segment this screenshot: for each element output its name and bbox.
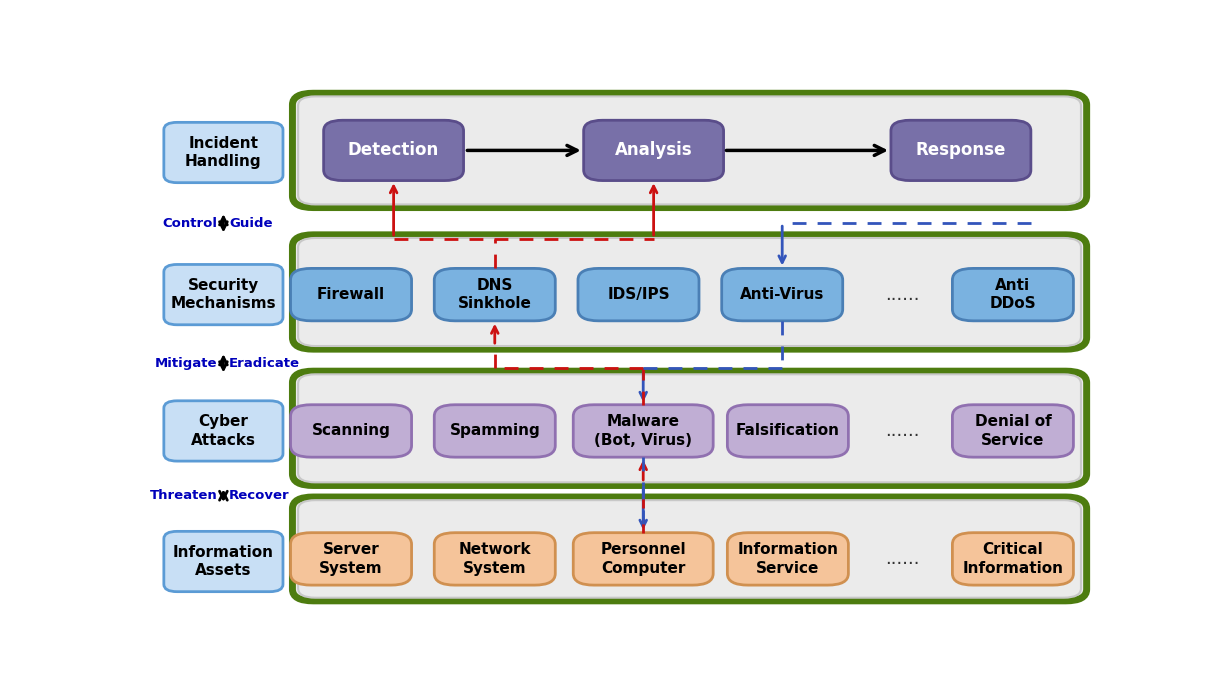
FancyBboxPatch shape (290, 268, 411, 321)
FancyBboxPatch shape (434, 268, 555, 321)
Text: Guide: Guide (229, 217, 272, 229)
FancyBboxPatch shape (583, 121, 723, 180)
Text: Scanning: Scanning (311, 424, 390, 439)
FancyBboxPatch shape (573, 405, 714, 457)
FancyBboxPatch shape (953, 405, 1074, 457)
FancyBboxPatch shape (163, 531, 283, 592)
FancyBboxPatch shape (573, 533, 714, 585)
Text: Firewall: Firewall (317, 287, 386, 302)
Text: Incident
Handling: Incident Handling (185, 136, 262, 170)
Text: Mitigate: Mitigate (155, 357, 217, 370)
FancyBboxPatch shape (727, 405, 848, 457)
Text: Information
Assets: Information Assets (173, 545, 274, 578)
Text: Anti
DDoS: Anti DDoS (989, 278, 1036, 311)
FancyBboxPatch shape (293, 235, 1087, 349)
FancyBboxPatch shape (293, 497, 1087, 601)
FancyBboxPatch shape (293, 371, 1087, 486)
Text: DNS
Sinkhole: DNS Sinkhole (458, 278, 532, 311)
FancyBboxPatch shape (290, 533, 411, 585)
Text: Network
System: Network System (459, 542, 531, 575)
Text: ......: ...... (884, 285, 920, 304)
FancyBboxPatch shape (290, 405, 411, 457)
Text: Analysis: Analysis (615, 142, 693, 159)
Text: Information
Service: Information Service (737, 542, 838, 575)
Text: Security
Mechanisms: Security Mechanisms (171, 278, 276, 311)
Text: Recover: Recover (229, 489, 289, 502)
Text: Falsification: Falsification (736, 424, 839, 439)
Text: Cyber
Attacks: Cyber Attacks (190, 414, 256, 447)
Text: Threaten: Threaten (150, 489, 217, 502)
Text: Response: Response (916, 142, 1006, 159)
FancyBboxPatch shape (953, 268, 1074, 321)
Text: ......: ...... (884, 422, 920, 440)
FancyBboxPatch shape (293, 93, 1087, 208)
Text: Spamming: Spamming (449, 424, 540, 439)
Text: Detection: Detection (348, 142, 439, 159)
Text: Control: Control (162, 217, 217, 229)
FancyBboxPatch shape (891, 121, 1031, 180)
FancyBboxPatch shape (323, 121, 464, 180)
Text: Server
System: Server System (320, 542, 383, 575)
FancyBboxPatch shape (434, 405, 555, 457)
FancyBboxPatch shape (727, 533, 848, 585)
Text: Malware
(Bot, Virus): Malware (Bot, Virus) (594, 414, 692, 447)
Text: Personnel
Computer: Personnel Computer (600, 542, 686, 575)
Text: Denial of
Service: Denial of Service (975, 414, 1052, 447)
FancyBboxPatch shape (434, 533, 555, 585)
Text: ......: ...... (884, 550, 920, 568)
Text: Anti-Virus: Anti-Virus (741, 287, 825, 302)
Text: IDS/IPS: IDS/IPS (608, 287, 670, 302)
Text: Critical
Information: Critical Information (963, 542, 1064, 575)
FancyBboxPatch shape (163, 264, 283, 325)
FancyBboxPatch shape (163, 123, 283, 183)
FancyBboxPatch shape (953, 533, 1074, 585)
Text: Eradicate: Eradicate (229, 357, 300, 370)
FancyBboxPatch shape (722, 268, 843, 321)
FancyBboxPatch shape (163, 401, 283, 461)
FancyBboxPatch shape (578, 268, 699, 321)
